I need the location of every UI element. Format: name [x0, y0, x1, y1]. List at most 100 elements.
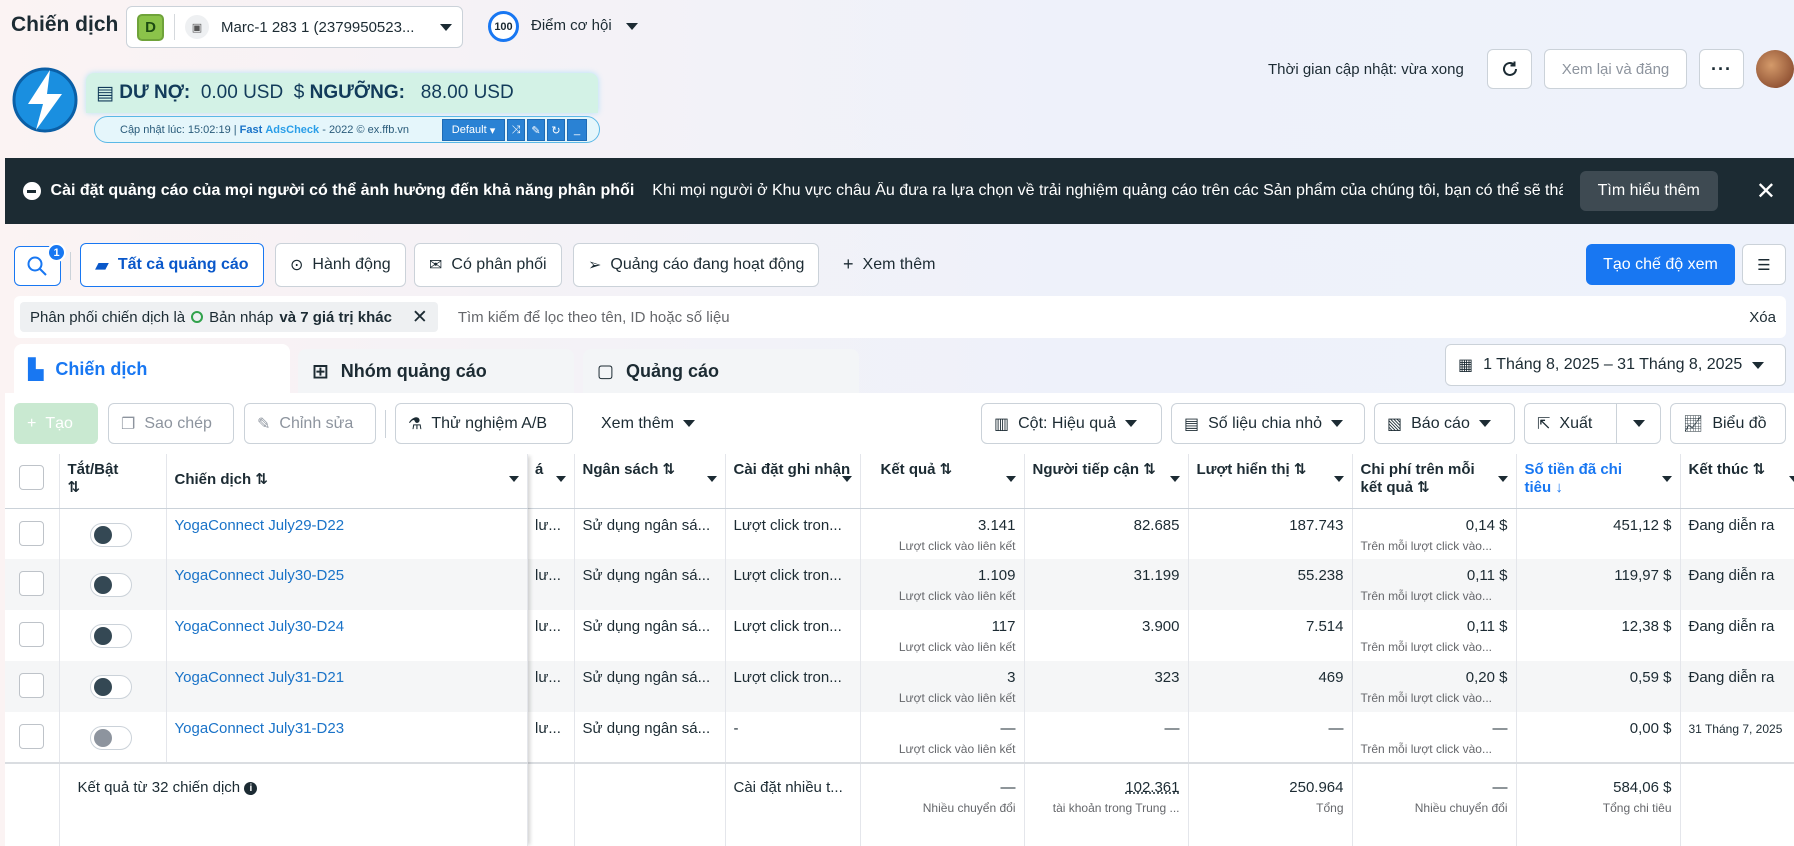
- refresh-button[interactable]: [1487, 49, 1532, 89]
- cost-value: 0,11 $: [1466, 567, 1508, 584]
- pill-with-delivery[interactable]: ✉ Có phân phối: [414, 243, 562, 287]
- chevron-down-icon: [440, 23, 452, 31]
- row-checkbox[interactable]: [19, 673, 45, 698]
- edit-button[interactable]: ✎ Chỉnh sửa: [244, 403, 376, 444]
- table-row[interactable]: YogaConnect July30-D24: [5, 610, 528, 661]
- row-checkbox[interactable]: [19, 724, 45, 749]
- table-row[interactable]: YogaConnect July31-D23: [5, 712, 528, 763]
- learn-more-button[interactable]: Tìm hiểu thêm: [1579, 171, 1718, 211]
- row-checkbox[interactable]: [19, 520, 45, 546]
- row-checkbox[interactable]: [19, 622, 45, 647]
- more-filters-link[interactable]: + Xem thêm: [843, 254, 935, 275]
- toolbar-more-button[interactable]: Xem thêm: [588, 403, 708, 444]
- campaign-toggle[interactable]: [89, 624, 132, 648]
- column-header-campaign[interactable]: Chiến dịch ⇅: [166, 454, 528, 509]
- chevron-down-icon: [1478, 420, 1491, 427]
- results-sub: Lượt click vào liên kết: [898, 640, 1016, 654]
- campaign-toggle[interactable]: [89, 573, 132, 597]
- attribution-cell: -: [725, 712, 861, 763]
- tab-campaigns[interactable]: ▙ Chiến dịch: [14, 344, 290, 394]
- column-header-toggle[interactable]: Tắt/Bật ⇅: [59, 454, 167, 509]
- export-button[interactable]: ⇱ Xuất: [1524, 403, 1617, 444]
- opportunity-score-ring[interactable]: 100: [488, 11, 519, 42]
- row-checkbox[interactable]: [19, 571, 45, 596]
- create-view-button[interactable]: Tạo chế độ xem: [1586, 244, 1735, 285]
- campaign-name-link[interactable]: YogaConnect July31-D21: [174, 669, 345, 686]
- chevron-down-icon: [1330, 420, 1343, 427]
- column-header-spent[interactable]: Số tiền đã chi tiêu ↓: [1516, 454, 1681, 509]
- clear-filters-link[interactable]: Xóa: [1749, 308, 1776, 326]
- impressions-cell: 55.238: [1188, 559, 1353, 610]
- column-header-budget[interactable]: Ngân sách ⇅: [574, 454, 726, 509]
- info-icon[interactable]: i: [244, 782, 258, 795]
- cost-cell: 0,14 $ Trên mỗi lượt click vào...: [1352, 508, 1517, 559]
- create-button[interactable]: + Tạo: [14, 403, 98, 444]
- filter-search-input[interactable]: Tìm kiếm để lọc theo tên, ID hoặc số liệ…: [457, 308, 730, 326]
- budget-cell: Sử dụng ngân sá...: [574, 559, 726, 610]
- column-header-results[interactable]: Kết quả ⇅: [860, 454, 1025, 509]
- table-row[interactable]: lư... Sử dụng ngân sá... Lượt click tron..…: [527, 508, 1794, 559]
- column-header-attribution[interactable]: Cài đặt ghi nhận: [725, 454, 861, 509]
- cut-cell: lư...: [527, 508, 575, 559]
- table-row[interactable]: lư... Sử dụng ngân sá... Lượt click tron..…: [527, 661, 1794, 712]
- notice-title: Cài đặt quảng cáo của mọi người có thể ả…: [50, 182, 635, 199]
- more-filters-label: Xem thêm: [862, 255, 936, 273]
- column-header-ends[interactable]: Kết thúc ⇅: [1680, 454, 1794, 509]
- tab-ad-sets[interactable]: ⊞ Nhóm quảng cáo: [298, 349, 574, 394]
- campaign-name-link[interactable]: YogaConnect July30-D25: [174, 567, 345, 584]
- more-icon: ···: [1711, 58, 1732, 79]
- table-row[interactable]: lư... Sử dụng ngân sá... Lượt click tron..…: [527, 559, 1794, 610]
- select-all-checkbox[interactable]: [19, 465, 45, 490]
- campaign-name-link[interactable]: YogaConnect July29-D22: [174, 516, 345, 534]
- date-range-picker[interactable]: ▦ 1 Tháng 8, 2025 – 31 Tháng 8, 2025: [1445, 344, 1786, 386]
- campaign-name-link[interactable]: YogaConnect July30-D24: [174, 618, 345, 635]
- campaign-name-link[interactable]: YogaConnect July31-D23: [174, 720, 345, 737]
- table-row[interactable]: lư... Sử dụng ngân sá... Lượt click tron..…: [527, 610, 1794, 661]
- pill-actions[interactable]: ⊙ Hành động: [275, 243, 406, 287]
- column-header-impressions[interactable]: Lượt hiển thị ⇅: [1188, 454, 1353, 509]
- more-options-button[interactable]: ···: [1699, 49, 1744, 89]
- results-sub: Lượt click vào liên kết: [898, 538, 1016, 553]
- column-header-reach[interactable]: Người tiếp cận ⇅: [1024, 454, 1189, 509]
- table-row[interactable]: YogaConnect July29-D22: [5, 508, 528, 559]
- copy-button[interactable]: ❐ Sao chép: [108, 403, 234, 444]
- column-header-cut[interactable]: á: [527, 454, 575, 509]
- close-icon[interactable]: ✕: [411, 306, 428, 328]
- pill-label: Có phân phối: [451, 256, 547, 273]
- profile-select[interactable]: Default ▾: [442, 119, 505, 141]
- cost-value: 0,14 $: [1465, 516, 1508, 534]
- spent-cell: 0,00 $: [1516, 712, 1681, 763]
- campaign-toggle[interactable]: [89, 675, 132, 699]
- filter-chip[interactable]: Phân phối chiến dịch là Bản nháp và 7 gi…: [20, 302, 438, 332]
- row-select-cell: [5, 610, 60, 661]
- charts-button[interactable]: 📈︎ Biểu đồ: [1670, 403, 1786, 444]
- opportunity-score-label[interactable]: Điểm cơ hội: [531, 17, 612, 34]
- campaign-toggle[interactable]: [89, 726, 132, 750]
- table-row[interactable]: lư... Sử dụng ngân sá... - — Lượt click vào …: [527, 712, 1794, 763]
- view-settings-button[interactable]: ☰: [1742, 244, 1786, 285]
- extension-copyright: - 2022 © ex.ffb.vn: [322, 123, 410, 136]
- chevron-down-icon[interactable]: [626, 23, 638, 30]
- ab-test-button[interactable]: ⚗ Thử nghiệm A/B: [395, 403, 573, 444]
- campaign-toggle[interactable]: [89, 522, 132, 547]
- account-selector[interactable]: D ▣ Marc-1 283 1 (2379950523...: [126, 6, 463, 48]
- shuffle-icon[interactable]: ⤨: [507, 119, 525, 141]
- reports-button[interactable]: ▧ Báo cáo: [1374, 403, 1515, 444]
- breakdown-button[interactable]: ▤ Số liệu chia nhỏ: [1171, 403, 1365, 444]
- avatar[interactable]: [1756, 50, 1794, 88]
- select-all-header[interactable]: [5, 454, 60, 509]
- export-menu-button[interactable]: [1616, 403, 1661, 444]
- pill-all-ads[interactable]: ▰ Tất cả quảng cáo: [80, 243, 264, 287]
- column-header-cost[interactable]: Chi phí trên mỗi kết quả ⇅: [1352, 454, 1517, 509]
- tab-ads[interactable]: ▢ Quảng cáo: [583, 349, 859, 394]
- sync-icon[interactable]: ↻: [547, 119, 565, 141]
- chevron-down-icon: [1632, 420, 1645, 427]
- table-row[interactable]: YogaConnect July30-D25: [5, 559, 528, 610]
- minimize-icon[interactable]: _: [567, 119, 587, 141]
- review-publish-button[interactable]: Xem lại và đăng: [1544, 49, 1687, 89]
- edit-icon[interactable]: ✎: [527, 119, 545, 141]
- columns-button[interactable]: ▥ Cột: Hiệu quả: [981, 403, 1162, 444]
- pill-active-ads[interactable]: ➢ Quảng cáo đang hoạt động: [573, 243, 820, 287]
- table-row[interactable]: YogaConnect July31-D21: [5, 661, 528, 712]
- close-icon[interactable]: ✕: [1755, 177, 1776, 205]
